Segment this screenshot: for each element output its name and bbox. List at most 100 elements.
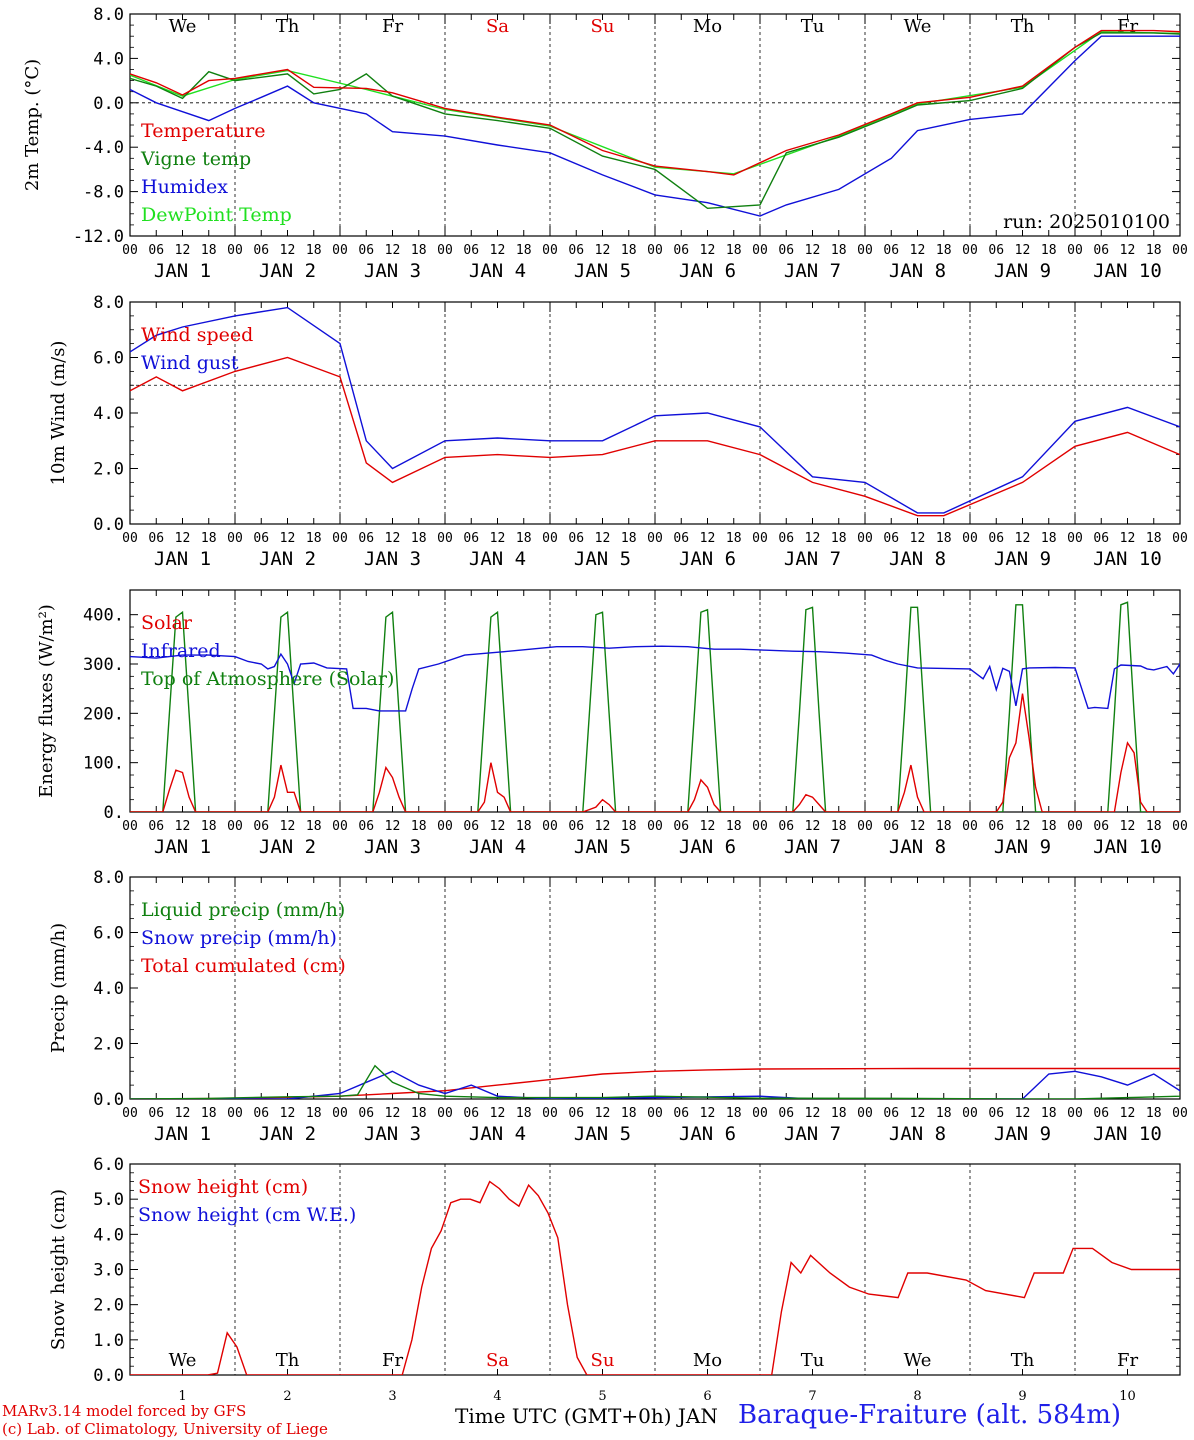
- x-hour-label: 12: [805, 243, 821, 258]
- x-hour-label: 00: [542, 1106, 558, 1121]
- series-line-vigne-temp: [130, 32, 1180, 210]
- y-tick-label: 6.0: [93, 349, 124, 369]
- x-hour-label: 06: [988, 243, 1004, 258]
- legend-entry: Infrared: [141, 640, 221, 662]
- x-day-number: 5: [598, 1389, 606, 1404]
- x-hour-label: 18: [726, 531, 742, 546]
- x-day-number: 10: [1119, 1389, 1136, 1404]
- y-tick-label: 4.0: [93, 49, 124, 69]
- x-hour-label: 06: [1093, 1106, 1109, 1121]
- legend-entry: Wind speed: [141, 324, 253, 346]
- x-date-label: JAN 10: [1093, 260, 1162, 282]
- x-hour-label: 00: [1172, 243, 1188, 258]
- x-hour-label: 18: [936, 819, 952, 834]
- y-axis-label: Snow height (cm): [48, 1189, 69, 1350]
- y-tick-label: 0.0: [93, 1366, 124, 1386]
- x-hour-label: 06: [988, 531, 1004, 546]
- x-date-label: JAN 5: [574, 836, 631, 858]
- y-axis-label: 2m Temp. (°C): [22, 59, 43, 191]
- x-hour-label: 06: [673, 531, 689, 546]
- x-hour-label: 06: [463, 819, 479, 834]
- x-hour-label: 18: [1041, 819, 1057, 834]
- y-tick-label: 8.0: [93, 5, 124, 25]
- x-date-label: JAN 5: [574, 548, 631, 570]
- x-hour-label: 18: [621, 243, 637, 258]
- x-hour-label: 18: [936, 243, 952, 258]
- panel-5: 6.0 5.0 4.0 3.0 2.0 1.0 0.0 Snow height (cm) 1 2 3…: [48, 1155, 1181, 1404]
- x-date-label: JAN 9: [994, 548, 1051, 570]
- legend-entry: Snow height (cm W.E.): [138, 1204, 356, 1226]
- series-line-snow-precip-mm-h-: [130, 1070, 1180, 1099]
- x-hour-label: 00: [122, 243, 138, 258]
- x-hour-label: 06: [253, 243, 269, 258]
- x-hour-label: 12: [910, 819, 926, 834]
- x-hour-label: 00: [1172, 819, 1188, 834]
- legend-entry: DewPoint Temp: [141, 204, 292, 226]
- x-hour-label: 00: [752, 243, 768, 258]
- x-hour-label: 18: [516, 1106, 532, 1121]
- x-hour-label: 12: [1015, 531, 1031, 546]
- x-hour-label: 18: [831, 819, 847, 834]
- x-hour-label: 00: [962, 819, 978, 834]
- lab-credit: (c) Lab. of Climatology, University of L…: [2, 1420, 328, 1438]
- x-date-label: JAN 3: [364, 260, 421, 282]
- x-hour-label: 00: [122, 531, 138, 546]
- x-hour-label: 12: [1015, 1106, 1031, 1121]
- y-tick-label: 8.0: [93, 868, 124, 888]
- y-tick-label: 200.: [83, 704, 124, 724]
- x-hour-label: 12: [700, 531, 716, 546]
- x-date-label: JAN 3: [364, 548, 421, 570]
- x-date-label: JAN 8: [889, 548, 946, 570]
- x-hour-label: 18: [516, 531, 532, 546]
- x-hour-label: 06: [148, 531, 164, 546]
- x-hour-label: 06: [358, 1106, 374, 1121]
- x-hour-label: 18: [936, 1106, 952, 1121]
- y-tick-label: 300.: [83, 655, 124, 675]
- series-line-temperature: [130, 29, 1180, 176]
- x-hour-label: 06: [148, 1106, 164, 1121]
- x-hour-label: 12: [280, 531, 296, 546]
- y-tick-label: 4.0: [93, 404, 124, 424]
- y-tick-label: 4.0: [93, 1225, 124, 1245]
- x-date-label: JAN 6: [679, 548, 736, 570]
- weekday-label: Tu: [801, 16, 825, 37]
- x-hour-label: 18: [621, 531, 637, 546]
- x-hour-label: 12: [385, 819, 401, 834]
- x-date-label: JAN 6: [679, 260, 736, 282]
- x-date-label: JAN 7: [784, 1123, 841, 1145]
- x-hour-label: 12: [490, 1106, 506, 1121]
- x-hour-label: 06: [778, 531, 794, 546]
- x-hour-label: 12: [385, 531, 401, 546]
- x-hour-label: 18: [306, 531, 322, 546]
- legend-entry: Humidex: [141, 176, 228, 198]
- weekday-label: Fr: [1117, 1350, 1138, 1371]
- y-tick-label: 4.0: [93, 979, 124, 999]
- x-hour-label: 00: [962, 531, 978, 546]
- x-hour-label: 00: [1067, 1106, 1083, 1121]
- y-tick-label: -12.0: [73, 227, 124, 247]
- weekday-label: Th: [1011, 1350, 1035, 1371]
- x-date-label: JAN 1: [154, 1123, 211, 1145]
- time-axis-label: Time UTC (GMT+0h) JAN: [455, 1404, 718, 1428]
- y-tick-label: 8.0: [93, 293, 124, 313]
- x-hour-label: 18: [726, 819, 742, 834]
- x-date-label: JAN 2: [259, 548, 316, 570]
- x-hour-label: 00: [1067, 531, 1083, 546]
- x-day-number: 9: [1018, 1389, 1026, 1404]
- x-hour-label: 06: [358, 243, 374, 258]
- x-hour-label: 00: [857, 819, 873, 834]
- x-hour-label: 18: [516, 243, 532, 258]
- weekday-label: Th: [276, 1350, 300, 1371]
- x-hour-label: 00: [227, 531, 243, 546]
- x-hour-label: 06: [568, 819, 584, 834]
- weekday-label: Th: [1011, 16, 1035, 37]
- x-date-label: JAN 3: [364, 1123, 421, 1145]
- legend-entry: Snow height (cm): [138, 1176, 308, 1198]
- x-hour-label: 00: [542, 819, 558, 834]
- model-credit: MARv3.14 model forced by GFS: [2, 1402, 247, 1420]
- x-date-label: JAN 9: [994, 836, 1051, 858]
- x-hour-label: 12: [490, 819, 506, 834]
- x-date-label: JAN 6: [679, 836, 736, 858]
- x-hour-label: 00: [227, 1106, 243, 1121]
